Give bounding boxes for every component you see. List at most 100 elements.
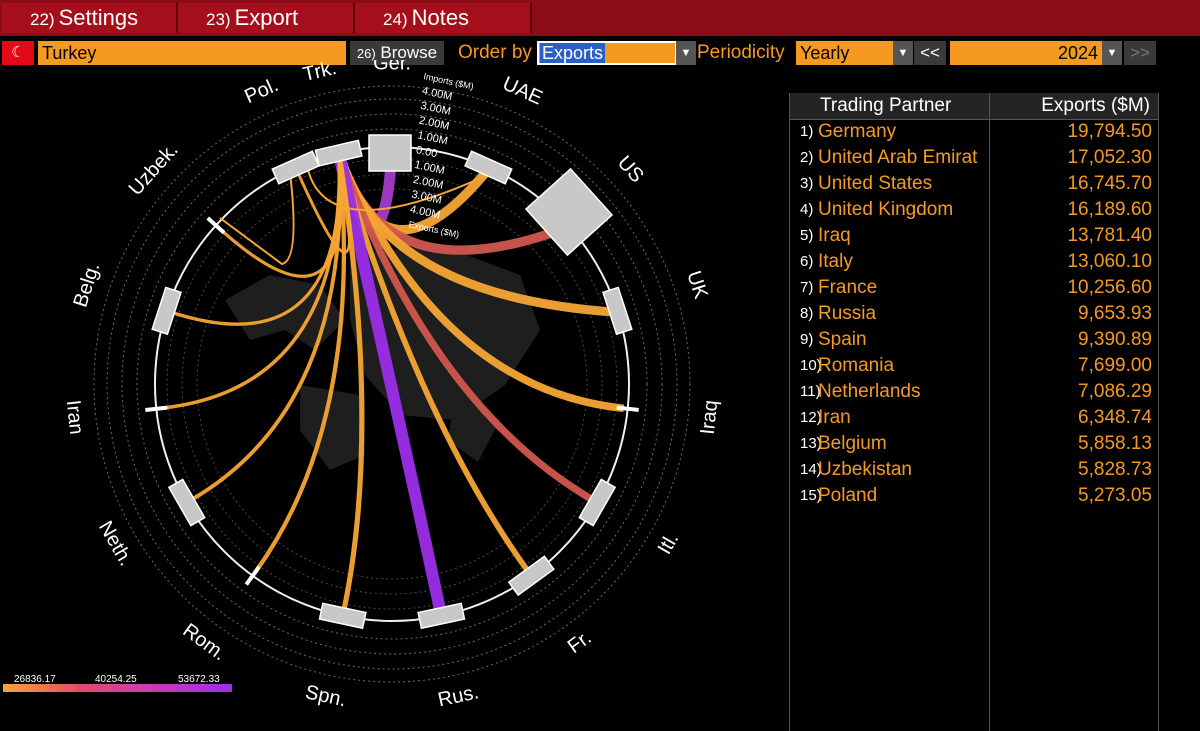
periodicity-select[interactable]: Yearly — [796, 41, 894, 65]
row-rank: 10) — [800, 357, 822, 374]
node-box[interactable] — [417, 602, 466, 630]
header-exports[interactable]: Exports ($M) — [1041, 95, 1150, 116]
node-marker — [167, 478, 206, 527]
legend-min: 26836.17 — [14, 674, 56, 685]
row-rank: 4) — [800, 201, 814, 218]
chord-ribbon[interactable] — [336, 154, 532, 575]
row-exports-value: 5,273.05 — [1078, 485, 1152, 506]
node-marker — [271, 150, 320, 185]
row-rank: 13) — [800, 435, 822, 452]
chord-diagram: Ger. UAE US UK Iraq Itl. Fr. Rus. Spn. Rom. Neth. I… — [62, 60, 722, 711]
node-label: US — [613, 152, 648, 187]
row-exports-value: 9,653.93 — [1078, 303, 1152, 324]
chord-ribbon[interactable] — [335, 153, 596, 504]
node-box[interactable] — [167, 478, 206, 527]
node-label: UK — [682, 268, 712, 302]
country-field[interactable]: Turkey — [38, 41, 346, 65]
scale-ring — [93, 85, 691, 683]
row-exports-value: 19,794.50 — [1067, 121, 1152, 142]
order-by-dropdown-icon[interactable]: ▼ — [676, 41, 696, 65]
node-box[interactable] — [524, 167, 614, 257]
node-marker — [524, 167, 614, 257]
node-box[interactable] — [314, 139, 363, 167]
row-partner-name: Germany — [818, 121, 897, 142]
node-box[interactable] — [145, 405, 168, 412]
chord-ribbon[interactable] — [219, 171, 295, 266]
chord-ribbon[interactable] — [295, 154, 352, 254]
table-row[interactable]: 5) Iraq 13,781.40 — [790, 223, 1158, 249]
chord-ribbon[interactable] — [307, 169, 499, 211]
row-rank: 6) — [800, 253, 814, 270]
table-row[interactable]: 15) Poland 5,273.05 — [790, 483, 1158, 509]
node-marker — [151, 286, 182, 336]
node-box[interactable] — [464, 150, 513, 185]
year-field[interactable]: 2024 — [950, 41, 1102, 65]
node-box[interactable] — [368, 134, 412, 172]
node-label: Neth. — [94, 517, 137, 569]
table-row[interactable]: 9) Spain 9,390.89 — [790, 327, 1158, 353]
table-row[interactable]: 14) Uzbekistan 5,828.73 — [790, 457, 1158, 483]
chord-ribbon[interactable] — [333, 153, 447, 614]
node-marker — [206, 216, 226, 235]
chord-ribbon[interactable] — [160, 154, 342, 411]
row-partner-name: Poland — [818, 485, 878, 506]
prev-period-button[interactable]: << — [914, 41, 946, 65]
browse-button[interactable]: 26) Browse — [350, 41, 444, 65]
node-label: Fr. — [564, 627, 596, 659]
menu-export[interactable]: 23) Export — [178, 3, 355, 33]
chord-ribbon[interactable] — [253, 154, 347, 574]
scale-ring — [121, 113, 663, 655]
table-row[interactable]: 12) Iran 6,348.74 — [790, 405, 1158, 431]
periodicity-dropdown-icon[interactable]: ▼ — [893, 41, 913, 65]
table-row[interactable]: 10) Romania 7,699.00 — [790, 353, 1158, 379]
row-rank: 1) — [800, 123, 814, 140]
year-dropdown-icon[interactable]: ▼ — [1102, 41, 1122, 65]
node-marker — [145, 405, 168, 412]
menu-settings[interactable]: 22) Settings — [2, 3, 178, 33]
node-box[interactable] — [616, 405, 639, 412]
header-trading-partner[interactable]: Trading Partner — [820, 95, 952, 116]
node-box[interactable] — [271, 150, 320, 185]
node-marker — [578, 478, 617, 527]
table-row[interactable]: 3) United States 16,745.70 — [790, 171, 1158, 197]
scale-ring — [106, 98, 678, 670]
next-period-button[interactable]: >> — [1124, 41, 1156, 65]
node-box[interactable] — [206, 216, 226, 235]
table-row[interactable]: 7) France 10,256.60 — [790, 275, 1158, 301]
row-exports-value: 6,348.74 — [1078, 407, 1152, 428]
order-by-select[interactable]: Exports — [537, 41, 677, 65]
node-box[interactable] — [244, 565, 261, 586]
row-exports-value: 13,781.40 — [1067, 225, 1152, 246]
row-rank: 8) — [800, 305, 814, 322]
table-row[interactable]: 13) Belgium 5,858.13 — [790, 431, 1158, 457]
chord-ribbon[interactable] — [217, 154, 343, 278]
chord-ribbon[interactable] — [335, 153, 625, 413]
node-label: Ger. — [373, 60, 411, 74]
chord-ribbon[interactable] — [169, 154, 342, 326]
table-row[interactable]: 2) United Arab Emirat 17,052.30 — [790, 145, 1158, 171]
node-label: Itl. — [654, 529, 684, 558]
row-rank: 7) — [800, 279, 814, 296]
node-marker — [368, 134, 412, 172]
node-box[interactable] — [602, 286, 633, 336]
row-partner-name: United Arab Emirat — [818, 147, 978, 168]
row-exports-value: 16,189.60 — [1067, 199, 1152, 220]
table-row[interactable]: 4) United Kingdom 16,189.60 — [790, 197, 1158, 223]
node-label: Trk. — [301, 60, 339, 86]
row-partner-name: Iran — [818, 407, 851, 428]
row-rank: 15) — [800, 487, 822, 504]
node-box[interactable] — [578, 478, 617, 527]
node-label: Belg. — [70, 260, 105, 310]
row-partner-name: Spain — [818, 329, 867, 350]
node-box[interactable] — [151, 286, 182, 336]
node-label: Pol. — [241, 74, 281, 108]
row-exports-value: 5,858.13 — [1078, 433, 1152, 454]
menu-bar: 22) Settings 23) Export 24) Notes — [0, 0, 1200, 36]
table-row[interactable]: 1) Germany 19,794.50 — [790, 119, 1158, 145]
table-row[interactable]: 8) Russia 9,653.93 — [790, 301, 1158, 327]
node-box[interactable] — [507, 555, 555, 597]
menu-notes[interactable]: 24) Notes — [355, 3, 532, 33]
node-box[interactable] — [318, 602, 367, 630]
table-row[interactable]: 6) Italy 13,060.10 — [790, 249, 1158, 275]
table-row[interactable]: 11) Netherlands 7,086.29 — [790, 379, 1158, 405]
